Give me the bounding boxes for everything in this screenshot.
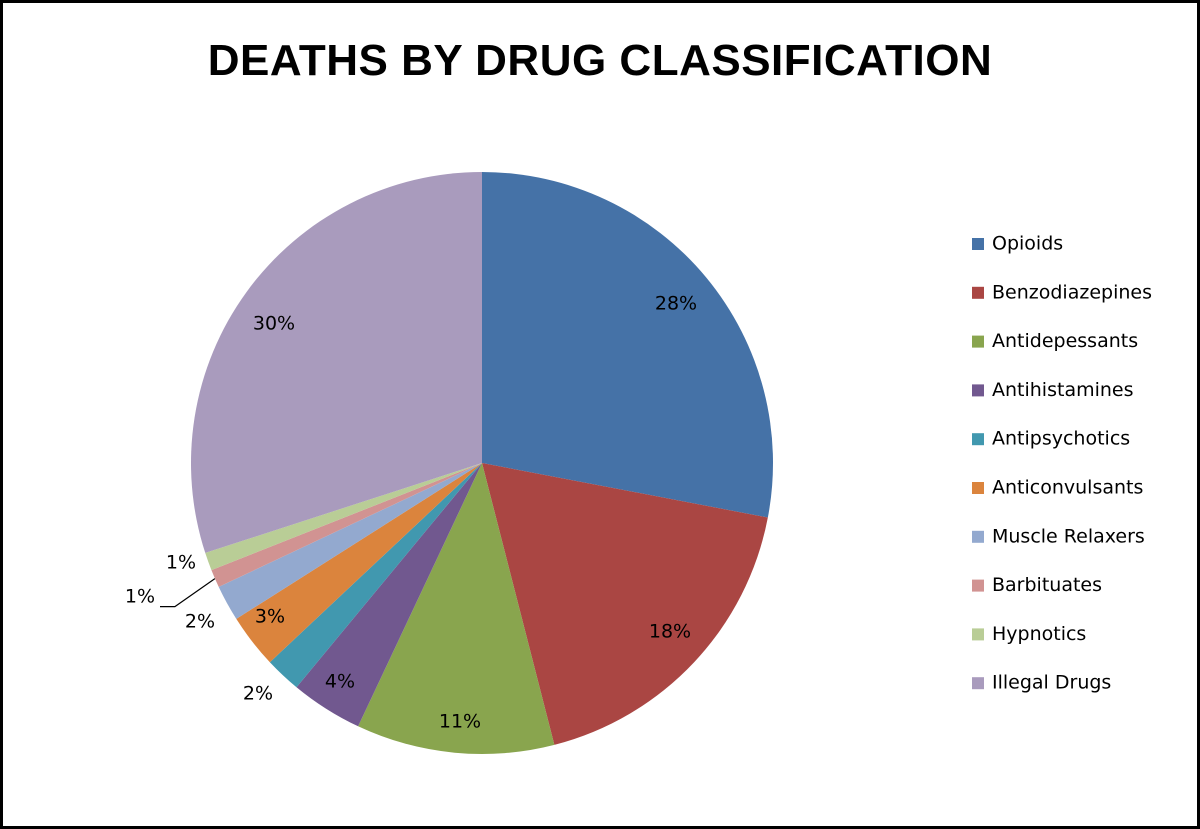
- pie-slice-anticonvulsants: [236, 463, 482, 663]
- legend-swatch-opioids: [972, 238, 984, 250]
- pie-slice-benzodiazepines: [482, 463, 768, 745]
- legend-swatch-illegal-drugs: [972, 677, 984, 690]
- legend-label-hypnotics: Hypnotics: [992, 623, 1086, 645]
- leader-lines: [160, 578, 216, 608]
- pie-label-anticonvulsants: 3%: [255, 606, 285, 628]
- legend-label-illegal-drugs: Illegal Drugs: [992, 672, 1111, 694]
- pie-slices: [190, 172, 774, 754]
- pie-label-illegal-drugs: 30%: [253, 313, 295, 335]
- pie-label-benzodiazepines: 18%: [649, 621, 691, 643]
- legend-swatch-anticonvulsants: [972, 482, 984, 494]
- legend-swatch-benzodiazepines: [972, 286, 984, 299]
- legend-label-opioids: Opioids: [992, 233, 1063, 255]
- pie-slice-antihistamines: [296, 463, 482, 727]
- pie-slice-antipsychotics: [269, 463, 482, 688]
- legend-label-barbituates: Barbituates: [992, 574, 1102, 596]
- legend-label-muscle-relaxers: Muscle Relaxers: [992, 525, 1145, 547]
- legend-label-benzodiazepines: Benzodiazepines: [992, 281, 1152, 303]
- pie-label-antihistamines: 4%: [325, 671, 355, 693]
- legend-swatch-antihistamines: [972, 384, 984, 397]
- leader-line-barbituates: [160, 578, 216, 608]
- chart-title: DEATHS BY DRUG CLASSIFICATION: [207, 36, 993, 85]
- pie-label-antidepessants: 11%: [439, 711, 481, 733]
- pie-slice-antidepessants: [358, 463, 555, 754]
- pie-slice-barbituates: [211, 463, 482, 587]
- legend: Opioids Benzodiazepines Antidepessants Anti…: [972, 233, 1152, 694]
- pie-label-opioids: 28%: [655, 293, 697, 315]
- legend-swatch-antidepessants: [972, 335, 984, 348]
- legend-label-antidepessants: Antidepessants: [992, 330, 1138, 352]
- pie-slice-muscle-relaxers: [218, 463, 482, 619]
- legend-swatch-muscle-relaxers: [972, 530, 984, 543]
- pie-label-muscle-relaxers: 2%: [185, 611, 215, 633]
- pie-slice-illegal-drugs: [190, 172, 482, 553]
- legend-swatch-barbituates: [972, 579, 984, 592]
- legend-label-anticonvulsants: Anticonvulsants: [992, 477, 1143, 499]
- pie-slice-hypnotics: [205, 463, 483, 571]
- pie-labels: 28% 18% 11% 4% 2% 3% 2% 1% 1% 30%: [125, 293, 697, 733]
- legend-label-antihistamines: Antihistamines: [992, 379, 1134, 401]
- pie-label-antipsychotics: 2%: [243, 683, 273, 705]
- legend-swatch-hypnotics: [972, 628, 984, 641]
- pie-label-barbituates: 1%: [125, 586, 155, 608]
- pie-slice-opioids: [482, 172, 774, 518]
- legend-swatch-antipsychotics: [972, 433, 984, 446]
- pie-label-hypnotics: 1%: [166, 552, 196, 574]
- legend-label-antipsychotics: Antipsychotics: [992, 428, 1130, 450]
